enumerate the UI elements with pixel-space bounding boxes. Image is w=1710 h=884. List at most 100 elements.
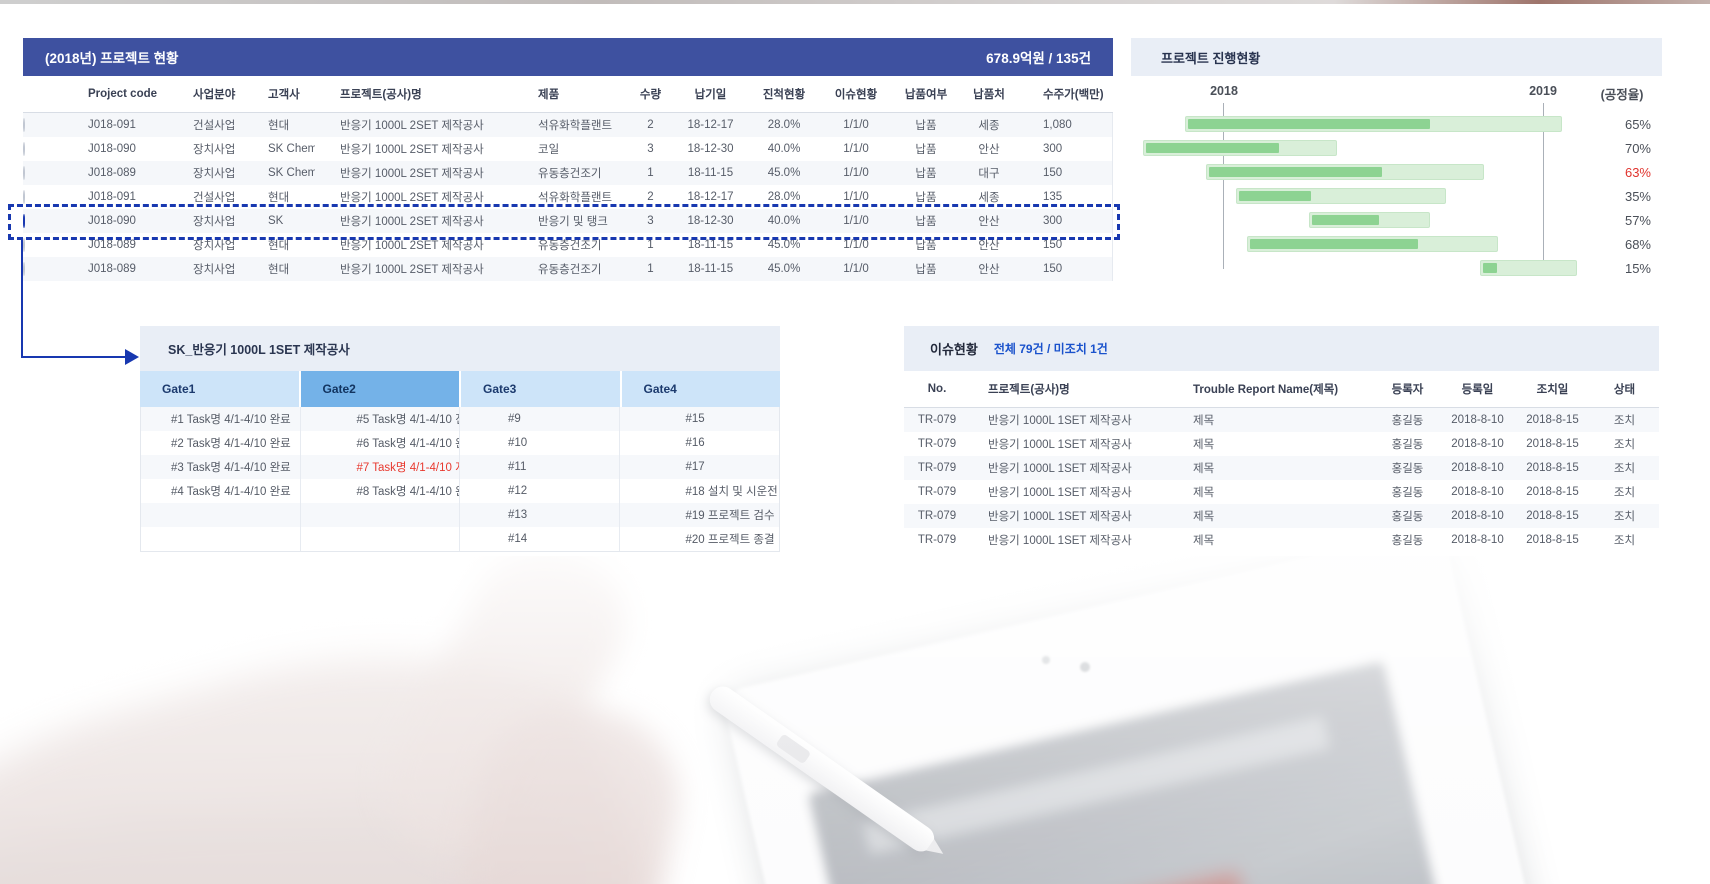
cell: 조치 <box>1613 463 1636 475</box>
radio-unselected[interactable] <box>23 238 25 252</box>
gate-tab-gate1[interactable]: Gate1 <box>140 371 299 407</box>
cell: 1/1/0 <box>843 143 869 155</box>
gate-row: #3 Task명 4/1-4/10 완료#7 Task명 4/1-4/10 지연… <box>141 455 779 479</box>
column-header: 고객사 <box>268 89 300 101</box>
radio-unselected[interactable] <box>23 190 25 204</box>
column-header: 납기일 <box>694 89 727 101</box>
table-row[interactable]: J018-089 장치사업 SK Chem 반응기 1000L 2SET 제작공사 유동… <box>23 161 1112 185</box>
cell: 현대 <box>268 240 290 252</box>
cell: 반응기 1000L 1SET 제작공사 <box>988 511 1132 523</box>
radio-unselected[interactable] <box>23 142 25 156</box>
cell: 150 <box>1043 263 1063 275</box>
cell: 제목 <box>1193 415 1215 427</box>
table-row[interactable]: J018-090 장치사업 SK 반응기 1000L 2SET 제작공사 반응기 및 탱… <box>23 209 1112 233</box>
cell: TR-079 <box>917 438 957 450</box>
gantt-bar-track <box>1236 188 1446 204</box>
cell: TR-079 <box>917 486 957 498</box>
radio-cell <box>23 238 63 252</box>
gate-task: #14 <box>460 527 620 551</box>
gate-tab-gate2[interactable]: Gate2 <box>300 371 459 407</box>
cell: 3 <box>647 215 654 227</box>
cell: 18-12-30 <box>687 215 734 227</box>
radio-unselected[interactable] <box>23 166 25 180</box>
cell: 건설사업 <box>193 120 236 132</box>
column-header: No. <box>927 383 947 395</box>
project-progress-title: 프로젝트 진행현황 <box>1161 50 1261 66</box>
table-row[interactable]: J018-090 장치사업 SK Chem 반응기 1000L 2SET 제작공사 코일… <box>23 137 1112 161</box>
column-header: 진척현황 <box>762 89 806 101</box>
issue-row: TR-079 반응기 1000L 1SET 제작공사 제목 홍길동 2018-8-10 2… <box>904 528 1659 552</box>
table-row[interactable]: J018-089 장치사업 현대 반응기 1000L 2SET 제작공사 유동층건조기 1… <box>23 257 1112 281</box>
gantt-chart: 2018 2019 (공정율) 65% 70% 63% 35% 57% 68% 15% <box>1131 76 1662 322</box>
cell: 홍길동 <box>1391 511 1424 523</box>
radio-cell <box>23 190 63 204</box>
project-table-column-headers: Project code 사업분야 고객사 프로젝트(공사)명 제품 수량 납기일 진척현황 이… <box>23 76 1113 113</box>
cell: 반응기 및 탱크 <box>538 216 608 228</box>
cell: 2018-8-10 <box>1451 414 1504 426</box>
background-photo-hand-tablet <box>0 556 1710 884</box>
column-header: 프로젝트(공사)명 <box>988 384 1070 396</box>
gate-task <box>301 503 460 527</box>
cell: 18-12-17 <box>687 119 734 131</box>
cell: 홍길동 <box>1391 487 1424 499</box>
cell: 안산 <box>978 264 1000 276</box>
column-header: 상태 <box>1613 384 1636 396</box>
cell: 반응기 1000L 2SET 제작공사 <box>340 168 484 180</box>
cell: SK Chem <box>268 143 315 155</box>
cell: J018-090 <box>88 143 136 155</box>
gate-table-body: #1 Task명 4/1-4/10 완료#5 Task명 4/1-4/10 진행… <box>140 407 780 552</box>
gate-task: #1 Task명 4/1-4/10 완료 <box>141 407 301 431</box>
table-row[interactable]: J018-089 장치사업 현대 반응기 1000L 2SET 제작공사 유동층건조기 1… <box>23 233 1112 257</box>
gantt-bar-progress <box>1146 143 1279 153</box>
cell: 홍길동 <box>1391 415 1424 427</box>
cell: 2018-8-15 <box>1526 414 1579 426</box>
column-header: 이슈현황 <box>834 89 878 101</box>
cell: 2018-8-10 <box>1451 510 1504 522</box>
table-row[interactable]: J018-091 건설사업 현대 반응기 1000L 2SET 제작공사 석유화학플랜트… <box>23 185 1112 209</box>
cell: 유동층건조기 <box>538 264 602 276</box>
cell: 150 <box>1043 239 1063 251</box>
column-header: 등록일 <box>1461 384 1494 396</box>
gantt-bar-progress <box>1483 263 1497 273</box>
cell: 45.0% <box>767 167 801 179</box>
issue-row: TR-079 반응기 1000L 1SET 제작공사 제목 홍길동 2018-8-10 2… <box>904 432 1659 456</box>
gate-task: #11 <box>460 455 620 479</box>
radio-selected[interactable] <box>23 214 25 228</box>
cell: 세종 <box>978 120 1000 132</box>
cell: 반응기 1000L 1SET 제작공사 <box>988 487 1132 499</box>
cell: 안산 <box>978 144 1000 156</box>
cell: 세종 <box>978 192 1000 204</box>
cell: 조치 <box>1613 439 1636 451</box>
radio-unselected[interactable] <box>23 118 25 132</box>
gate-task: #10 <box>460 431 620 455</box>
gate-task: #19 프로젝트 검수 <box>685 510 775 522</box>
gate-tab-gate4[interactable]: Gate4 <box>621 371 780 407</box>
cell: 40.0% <box>767 215 801 227</box>
cell: 납품 <box>915 264 937 276</box>
radio-unselected[interactable] <box>23 262 25 276</box>
gantt-percent-label: 15% <box>1624 261 1651 276</box>
gate-task: #9 <box>460 407 620 431</box>
axis-label-2018: 2018 <box>1210 84 1238 98</box>
column-header: 제품 <box>538 89 560 101</box>
axis-label-unit: (공정율) <box>1600 88 1644 102</box>
cell: 2018-8-15 <box>1526 462 1579 474</box>
gantt-gridline <box>1223 103 1224 269</box>
table-row[interactable]: J018-091 건설사업 현대 반응기 1000L 2SET 제작공사 석유화학플랜트… <box>23 113 1112 137</box>
issue-table-body: TR-079 반응기 1000L 1SET 제작공사 제목 홍길동 2018-8-10 2… <box>904 408 1659 552</box>
gate-tab-gate3[interactable]: Gate3 <box>461 371 620 407</box>
cell: 납품 <box>915 240 937 252</box>
gate-task: #20 프로젝트 종결 <box>685 534 775 546</box>
cell: 1,080 <box>1043 119 1072 131</box>
issue-row: TR-079 반응기 1000L 1SET 제작공사 제목 홍길동 2018-8-10 2… <box>904 504 1659 528</box>
photo-white-veil <box>0 556 1710 884</box>
cell: 납품 <box>915 120 937 132</box>
cell: TR-079 <box>917 510 957 522</box>
issue-panel-header: 이슈현황 전체 79건 / 미조치 1건 <box>904 326 1659 371</box>
cell: 제목 <box>1193 511 1215 523</box>
gate-panel-title: SK_반응기 1000L 1SET 제작공사 <box>140 326 780 371</box>
cell: 1 <box>647 167 654 179</box>
cell: 유동층건조기 <box>538 168 602 180</box>
cell: 28.0% <box>767 191 801 203</box>
